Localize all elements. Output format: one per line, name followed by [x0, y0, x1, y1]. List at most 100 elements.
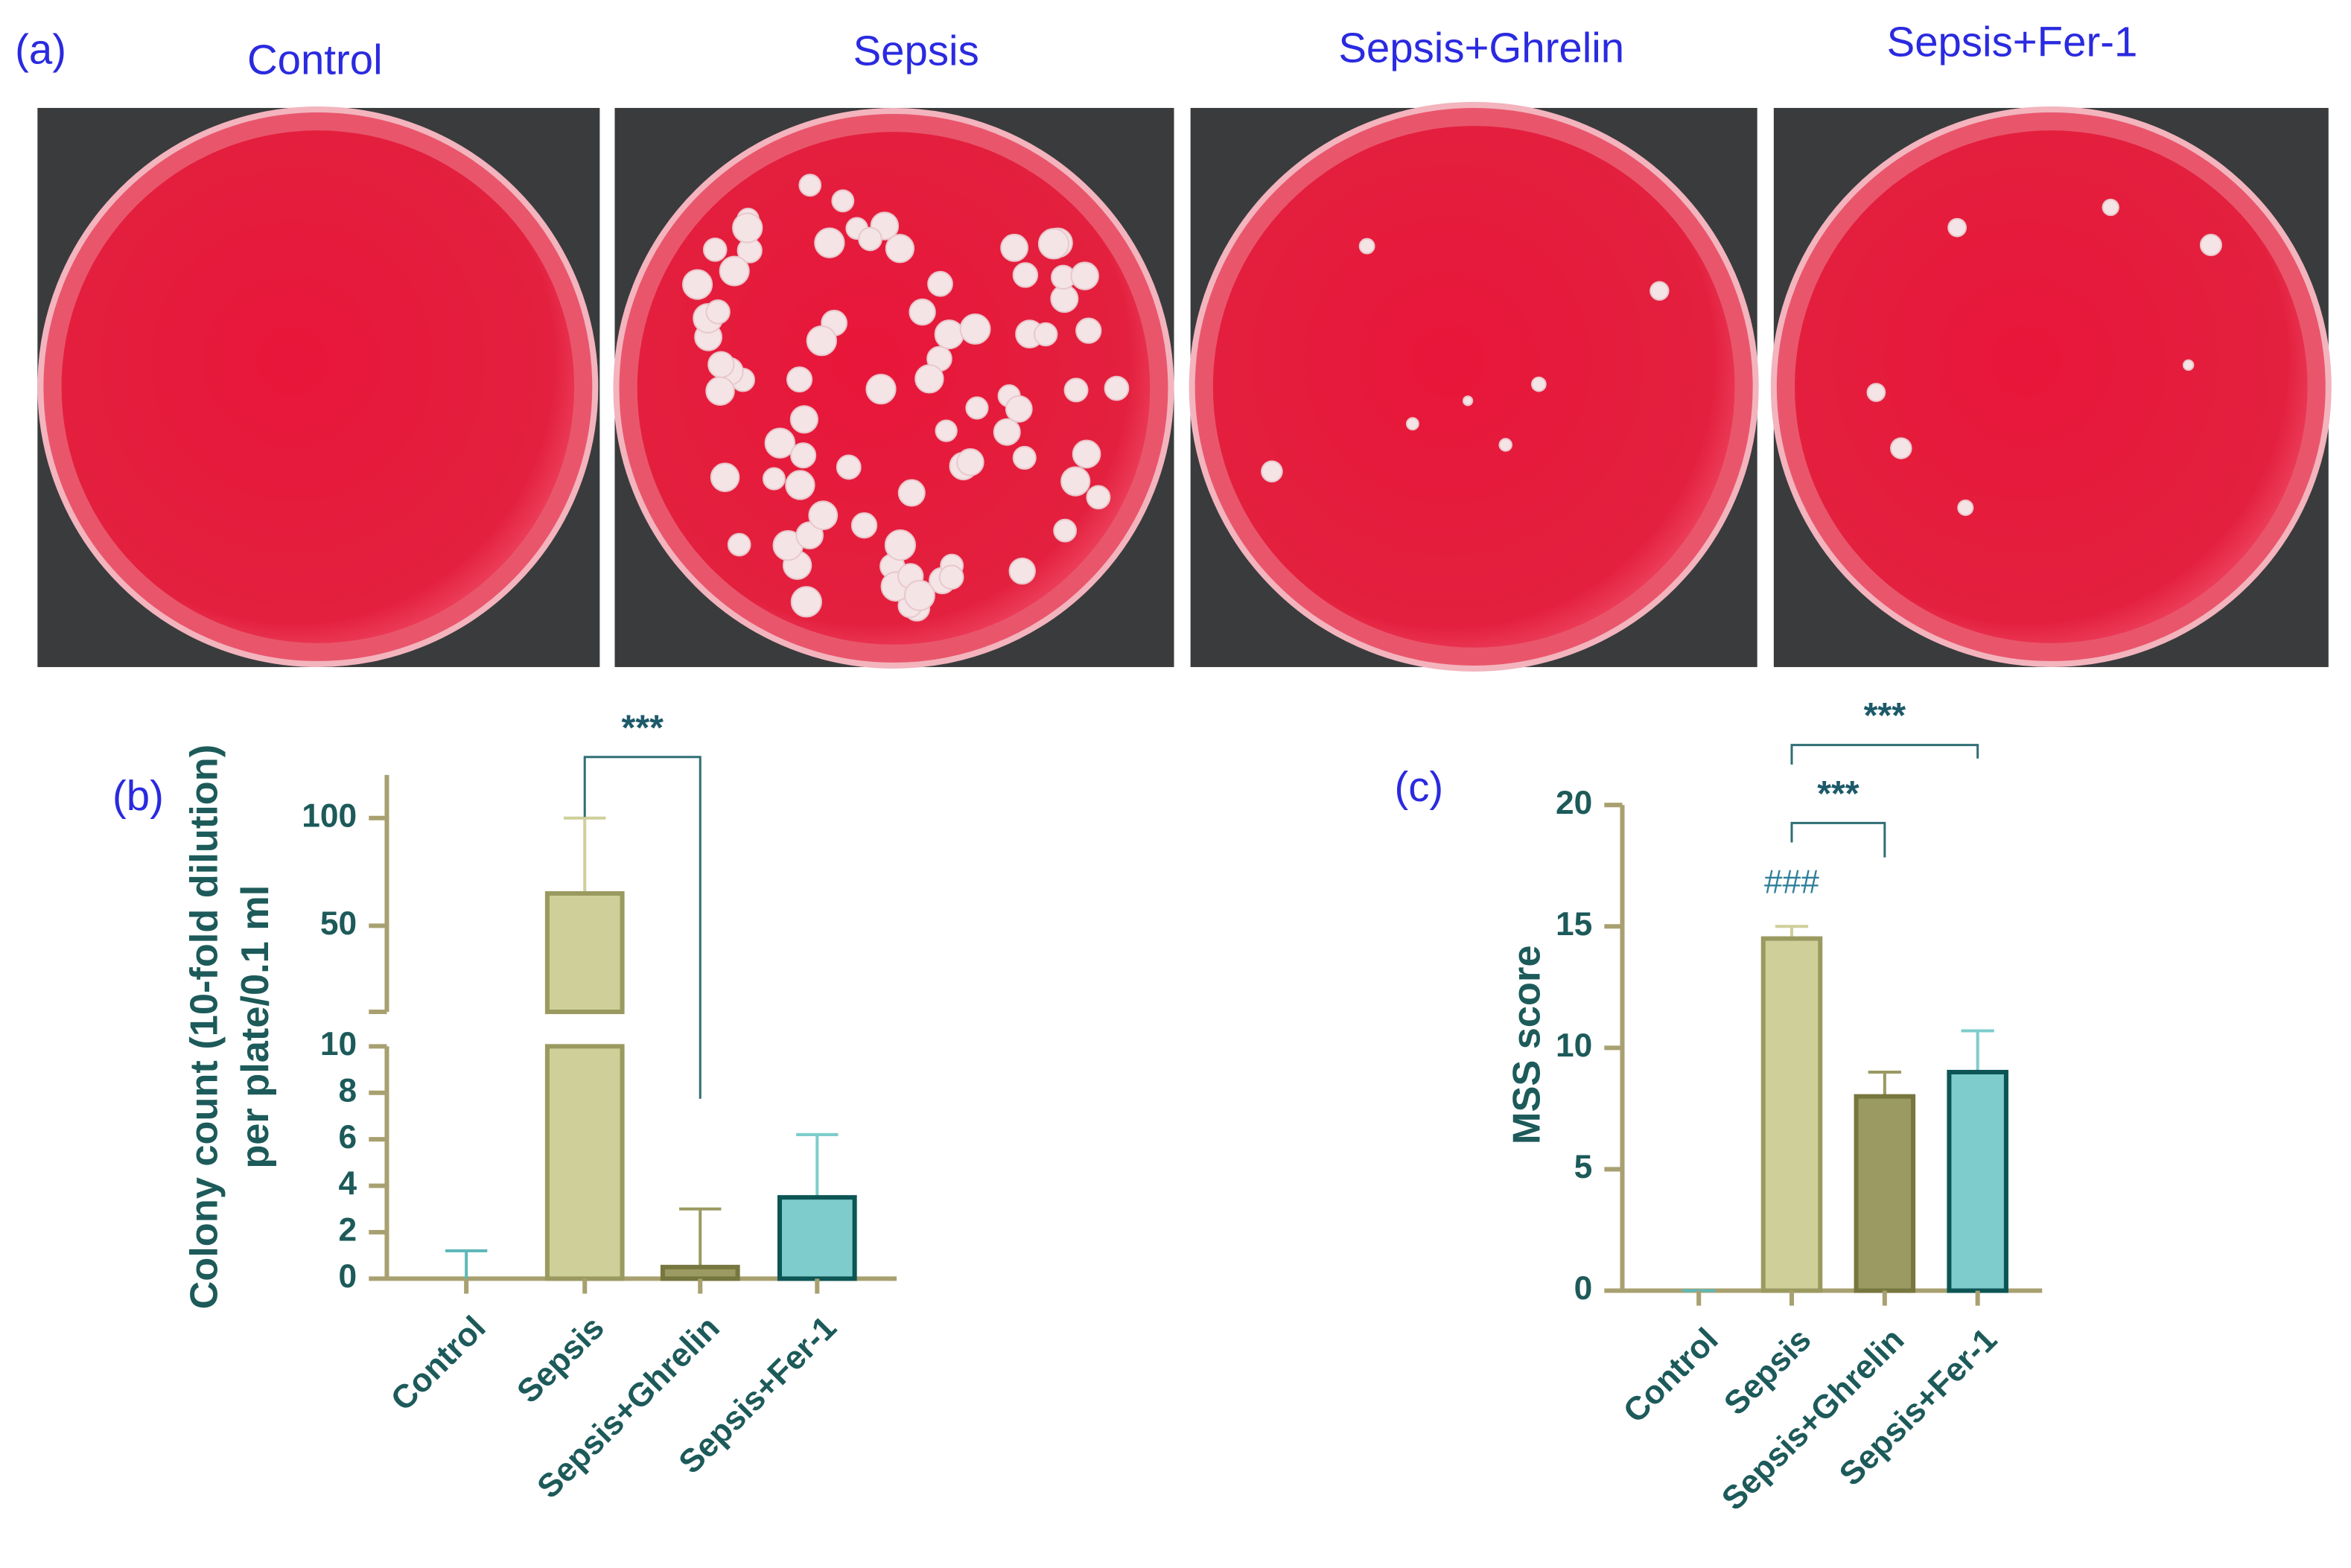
colony [1012, 262, 1039, 288]
plate-title: Sepsis+Fer-1 [1887, 18, 2138, 65]
x-tick-label: Control [1617, 1322, 1725, 1430]
colony [1075, 317, 1102, 344]
colony [1005, 395, 1033, 423]
colony [959, 313, 991, 345]
y-tick-label: 8 [339, 1072, 357, 1109]
colony [705, 299, 731, 325]
colony [789, 405, 818, 434]
significance-bracket [1790, 821, 1886, 858]
bar [544, 1044, 625, 1281]
colony [865, 373, 897, 405]
y-tick-label: 0 [1574, 1270, 1593, 1307]
colony [1649, 281, 1670, 301]
colony [935, 419, 958, 442]
colony [1063, 377, 1089, 403]
y-tick-label: 2 [339, 1212, 357, 1249]
colony [806, 325, 837, 357]
colony [1947, 217, 1967, 238]
colony [681, 269, 713, 300]
colony [790, 586, 822, 618]
colony [1358, 238, 1375, 255]
significance-label: ### [1764, 864, 1819, 901]
bar [1760, 936, 1823, 1293]
colony [798, 173, 822, 197]
bar [544, 890, 625, 1015]
colony [808, 500, 839, 531]
colony [790, 442, 817, 469]
colony [1462, 395, 1474, 407]
colony [1053, 518, 1078, 543]
colony [909, 298, 936, 326]
y-tick-label: 10 [320, 1026, 357, 1062]
colony [1086, 485, 1111, 510]
significance-label: *** [1817, 774, 1860, 814]
bar [660, 1264, 740, 1281]
colony [934, 319, 964, 350]
colony [836, 454, 862, 480]
plate-photo [1189, 101, 1759, 672]
significance-label: *** [1864, 695, 1906, 736]
colony [786, 366, 813, 393]
colony [814, 227, 845, 258]
colony [702, 238, 728, 262]
y-axis-label: per plate/0.1 ml [234, 885, 277, 1169]
colony [710, 462, 740, 492]
colony [956, 448, 984, 477]
agar [61, 130, 575, 643]
colony [1498, 438, 1512, 452]
colony [831, 189, 855, 213]
colony [707, 351, 735, 378]
y-axis-label: Colony count (10-fold dilution) [183, 745, 226, 1310]
colony [795, 521, 824, 549]
significance-bracket [583, 756, 702, 1099]
y-tick-label: 15 [1556, 906, 1592, 943]
plate-title: Sepsis [853, 27, 979, 74]
panel-label: (c) [1394, 763, 1443, 810]
colony [1033, 322, 1058, 347]
colony [1866, 383, 1886, 402]
agar [1795, 130, 2308, 643]
x-tick-label: Sepsis [510, 1310, 611, 1411]
y-tick-label: 100 [302, 797, 357, 834]
colony [732, 212, 763, 243]
colony [1072, 439, 1101, 469]
colony [1008, 557, 1036, 585]
colony [1012, 445, 1037, 470]
colony [965, 396, 989, 420]
colony [885, 234, 915, 264]
panel-label: (b) [112, 772, 164, 819]
colony [903, 579, 935, 611]
colony [1890, 437, 1912, 459]
y-tick-label: 20 [1556, 785, 1592, 821]
colony [897, 479, 926, 507]
colony [1957, 499, 1974, 517]
colony [2183, 359, 2195, 372]
y-tick-label: 5 [1574, 1149, 1593, 1185]
y-tick-label: 0 [339, 1258, 357, 1295]
significance-bracket [1790, 744, 1979, 765]
colony [2102, 198, 2119, 217]
plate-photo [1770, 106, 2332, 667]
colony [1104, 375, 1130, 401]
colony [884, 529, 917, 561]
y-tick-label: 4 [339, 1165, 357, 1202]
colony [1261, 460, 1283, 482]
agar [1212, 126, 1735, 648]
colony [764, 427, 796, 459]
colony [1037, 228, 1070, 260]
colony [785, 470, 815, 500]
y-tick-label: 10 [1556, 1027, 1592, 1064]
colony [993, 418, 1021, 446]
bar [777, 1195, 857, 1281]
colony [914, 364, 944, 394]
significance-label: *** [622, 707, 664, 748]
y-tick-label: 6 [339, 1119, 357, 1156]
plate-title: Sepsis+Ghrelin [1338, 24, 1624, 71]
colony [1530, 376, 1547, 392]
plate-title: Control [247, 36, 383, 83]
y-axis-label: MSS score [1505, 946, 1548, 1145]
y-tick-label: 50 [320, 905, 357, 942]
bar [1947, 1069, 2008, 1293]
colony [1060, 466, 1091, 497]
